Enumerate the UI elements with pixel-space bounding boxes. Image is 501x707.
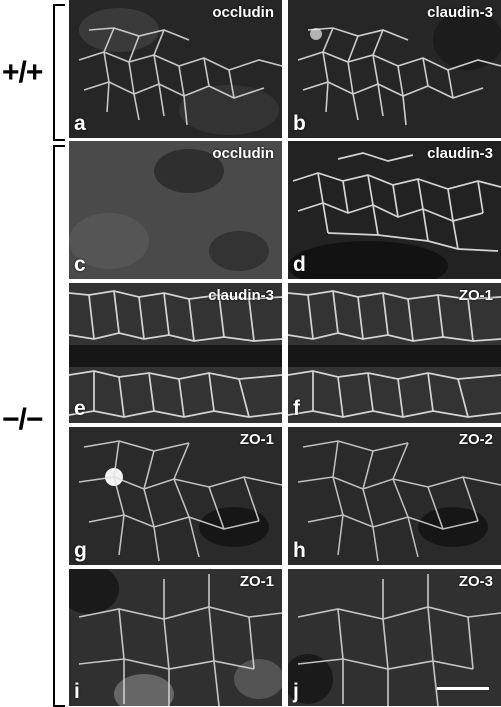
panel-letter: a bbox=[74, 112, 86, 135]
panel-letter: g bbox=[74, 539, 87, 562]
micrograph-e bbox=[69, 283, 282, 423]
panel-letter: f bbox=[293, 397, 300, 420]
stain-label: claudin-3 bbox=[427, 4, 493, 21]
panel-letter: e bbox=[74, 397, 86, 420]
micrograph-j bbox=[288, 569, 501, 706]
stain-label: ZO-1 bbox=[239, 431, 274, 448]
stain-label: ZO-3 bbox=[458, 573, 493, 590]
panel-d: claudin-3 d bbox=[288, 141, 501, 279]
stain-label: claudin-3 bbox=[427, 145, 493, 162]
panel-b: claudin-3 b bbox=[288, 0, 501, 138]
stain-label: claudin-3 bbox=[208, 287, 274, 304]
panel-c: occludin c bbox=[69, 141, 282, 279]
micrograph-h bbox=[288, 427, 501, 565]
micrograph-f bbox=[288, 283, 501, 423]
panel-letter: h bbox=[293, 539, 306, 562]
micrograph-c bbox=[69, 141, 282, 279]
stain-label: occludin bbox=[212, 145, 274, 162]
panel-j: ZO-3 j bbox=[288, 569, 501, 706]
knockout-bracket bbox=[53, 145, 65, 707]
panel-letter: d bbox=[293, 253, 306, 276]
panel-a: occludin a bbox=[69, 0, 282, 138]
stain-label: ZO-2 bbox=[458, 431, 493, 448]
stain-label: occludin bbox=[212, 4, 274, 21]
panel-f: ZO-1 f bbox=[288, 283, 501, 423]
scale-bar bbox=[437, 687, 489, 690]
panel-h: ZO-2 h bbox=[288, 427, 501, 565]
stain-label: ZO-1 bbox=[239, 573, 274, 590]
panel-g: ZO-1 g bbox=[69, 427, 282, 565]
micrograph-i bbox=[69, 569, 282, 706]
panel-e: claudin-3 e bbox=[69, 283, 282, 423]
panel-letter: b bbox=[293, 112, 306, 135]
micrograph-d bbox=[288, 141, 501, 279]
panel-letter: j bbox=[293, 680, 299, 703]
wildtype-bracket bbox=[53, 4, 65, 141]
micrograph-a bbox=[69, 0, 282, 138]
knockout-label: −/− bbox=[2, 403, 43, 436]
panel-letter: c bbox=[74, 253, 86, 276]
panel-letter: i bbox=[74, 680, 80, 703]
stain-label: ZO-1 bbox=[458, 287, 493, 304]
panel-i: ZO-1 i bbox=[69, 569, 282, 706]
micrograph-g bbox=[69, 427, 282, 565]
wildtype-label: +/+ bbox=[2, 56, 43, 89]
micrograph-b bbox=[288, 0, 501, 138]
